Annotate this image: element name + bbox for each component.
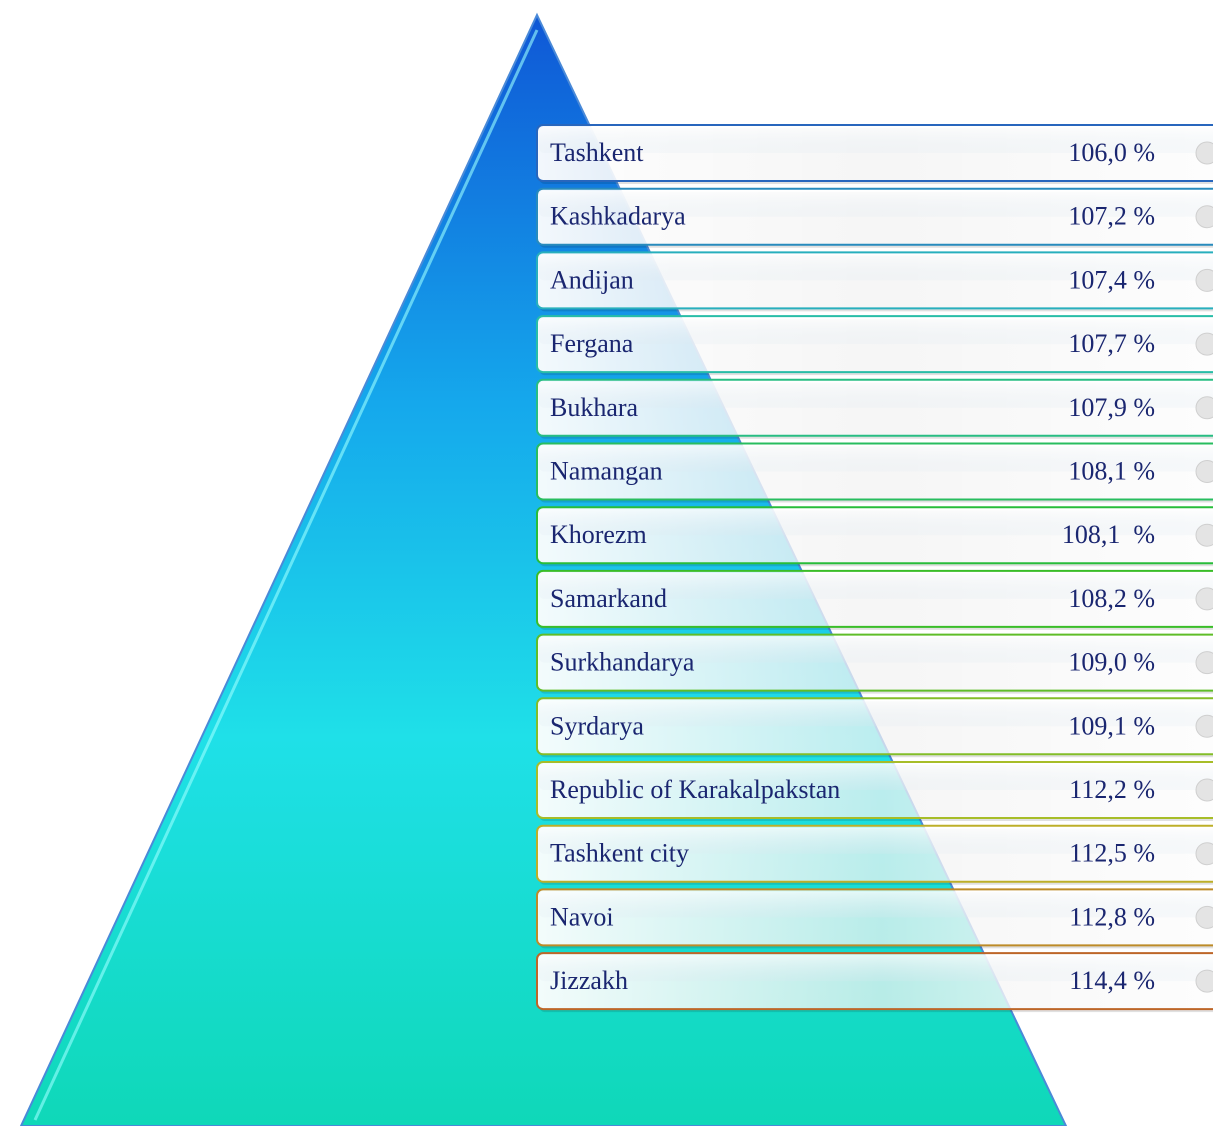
row-sheen [539,700,1213,727]
row-value: 112,2 % [1069,775,1155,804]
row-sheen [539,254,1213,281]
row-name: Jizzakh [550,966,628,995]
row-dot [1195,523,1213,547]
row-value: 107,7 % [1068,329,1155,358]
row-value: 112,5 % [1069,839,1155,868]
row-sheen [539,381,1213,408]
row-name: Republic of Karakalpakstan [550,775,840,804]
row-name: Surkhandarya [550,648,695,677]
row-sheen [539,445,1213,472]
row-dot [1195,587,1213,611]
row-sheen [539,572,1213,599]
row-sheen [539,318,1213,345]
row-dot [1195,778,1213,802]
row-sheen [539,891,1213,918]
row-name: Kashkadarya [550,202,686,231]
row-value: 109,0 % [1068,648,1155,677]
row-name: Samarkand [550,584,667,613]
row-name: Andijan [550,265,634,294]
row-name: Tashkent [550,138,644,167]
row-sheen [539,764,1213,790]
row-dot [1195,141,1213,165]
row-value: 109,1 % [1068,711,1155,740]
row-sheen [539,636,1213,663]
rows: Tashkent 106,0 % Kashkadarya 107,2 % Andijan… [536,124,1213,1013]
row-sheen [539,509,1213,536]
row-value: 114,4 % [1069,966,1155,995]
row-value: 107,4 % [1068,265,1155,294]
row-dot [1195,460,1213,483]
row-sheen [539,127,1213,153]
row-sheen [539,827,1213,854]
row-name: Namangan [550,456,663,485]
row-name: Fergana [550,329,634,358]
row-dot [1195,842,1213,866]
row-name: Bukhara [550,393,639,422]
pyramid-highlight [33,29,539,1121]
row-dot [1195,205,1213,229]
row-sheen [539,190,1213,217]
row-value: 108,2 % [1068,584,1155,613]
row-name: Navoi [550,902,614,931]
row-dot [1195,396,1213,420]
row-value: 107,9 % [1068,393,1155,422]
row-dot [1195,969,1213,993]
row-dot [1195,905,1213,929]
row-value: 108,1 % [1068,456,1155,485]
row-sheen [539,955,1213,982]
row-name: Tashkent city [550,839,689,868]
row-value: 112,8 % [1069,902,1155,931]
row-name: Khorezm [550,520,647,549]
row-name: Syrdarya [550,711,644,740]
row-dot [1195,651,1213,675]
row-dot [1195,332,1213,356]
row-dot [1195,714,1213,738]
row-value: 108,1 % [1062,520,1155,549]
row-dot [1195,268,1213,292]
row-value: 107,2 % [1068,202,1155,231]
row-value: 106,0 % [1068,138,1155,167]
